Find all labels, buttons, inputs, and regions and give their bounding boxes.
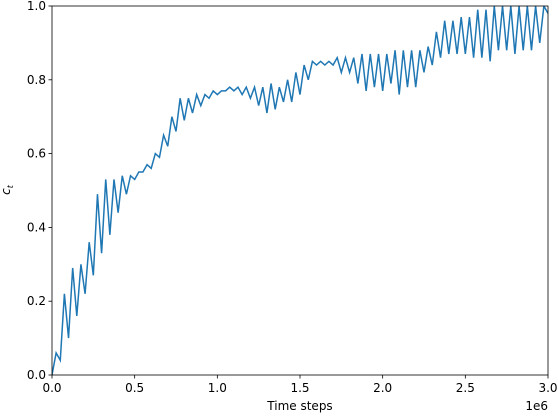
y-tick-label: 0.2 — [27, 294, 46, 308]
x-tick-label: 0.0 — [42, 381, 61, 395]
y-tick-label: 0.6 — [27, 147, 46, 161]
line-series — [52, 6, 548, 375]
x-tick-label: 1.5 — [290, 381, 309, 395]
y-label-subscript: t — [6, 184, 15, 188]
axes-frame — [51, 5, 549, 376]
x-offset-label: 1e6 — [525, 399, 548, 413]
y-tick-label: 1.0 — [27, 0, 46, 13]
y-label-base: c — [0, 188, 13, 195]
y-tick-label: 0.0 — [27, 368, 46, 382]
x-tick-label: 2.5 — [456, 381, 475, 395]
y-axis-label: ct — [0, 184, 15, 195]
x-tick-label: 1.0 — [208, 381, 227, 395]
y-tick-label: 0.8 — [27, 73, 46, 87]
y-tick-label: 0.4 — [27, 220, 46, 234]
x-tick-label: 3.0 — [538, 381, 557, 395]
plot-area — [52, 6, 548, 375]
x-axis-label: Time steps — [266, 399, 332, 413]
x-tick-label: 2.0 — [373, 381, 392, 395]
x-tick-label: 0.5 — [125, 381, 144, 395]
